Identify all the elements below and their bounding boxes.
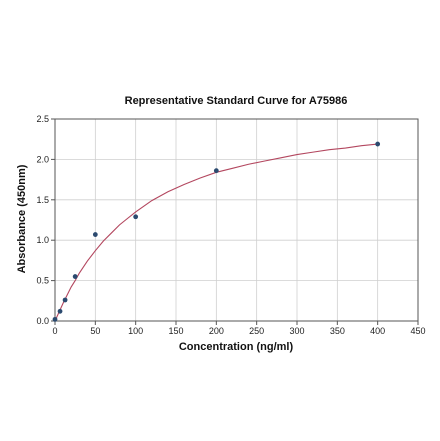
y-tick-label: 0.0: [36, 316, 49, 326]
axes: [51, 118, 419, 325]
y-axis-label: Absorbance (450nm): [16, 164, 28, 273]
x-tick-label: 350: [330, 326, 345, 336]
y-tick-label: 0.5: [36, 276, 49, 286]
data-points-layer: [52, 141, 381, 322]
data-point: [72, 274, 78, 279]
data-point: [375, 141, 381, 147]
plot-frame: [54, 118, 419, 322]
data-point: [213, 168, 219, 174]
data-point: [92, 232, 98, 237]
y-tick-label: 2.0: [36, 154, 49, 164]
data-point: [52, 316, 58, 322]
x-tick-label: 450: [410, 326, 425, 336]
x-tick-label: 100: [128, 326, 143, 336]
data-point: [133, 214, 139, 220]
fit-curve-layer: [54, 143, 378, 322]
data-point: [62, 297, 68, 303]
x-tick-label: 0: [52, 326, 57, 336]
y-tick-label: 1.5: [36, 195, 49, 205]
x-tick-label: 200: [209, 326, 224, 336]
tick-labels: 0 50 100 150 200 250 300 350 400 450 0.0 0.5 1.0 1.5 2…: [36, 114, 425, 336]
x-axis-label: Concentration (ng/ml): [179, 341, 294, 353]
x-tick-label: 400: [370, 326, 385, 336]
y-tick-label: 2.5: [36, 114, 49, 124]
x-tick-label: 50: [90, 326, 100, 336]
chart-title: Representative Standard Curve for A75986: [125, 95, 348, 107]
x-tick-label: 250: [249, 326, 264, 336]
x-tick-label: 150: [168, 326, 183, 336]
fit-curve-line: [54, 143, 378, 322]
grid-lines: [54, 118, 419, 322]
x-tick-label: 300: [289, 326, 304, 336]
y-tick-label: 1.0: [36, 235, 49, 245]
data-point: [57, 308, 63, 314]
